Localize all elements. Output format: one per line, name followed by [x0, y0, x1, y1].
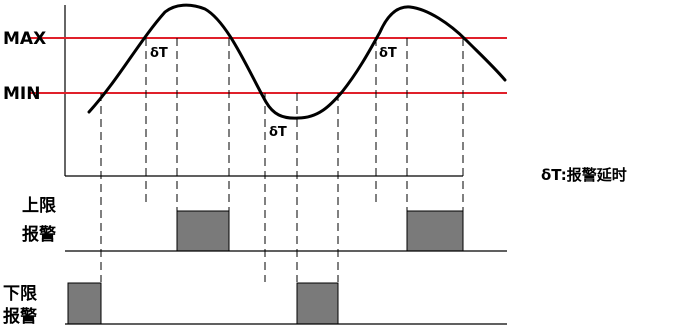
min-label: MIN — [3, 84, 40, 104]
upper-alarm-pulse-1 — [176, 210, 230, 252]
delay-marker-3: δT — [379, 46, 397, 61]
max-label: MAX — [3, 29, 46, 49]
delay-marker-2: δT — [269, 125, 287, 140]
upper-alarm-pulse-2 — [406, 210, 464, 252]
delay-legend: δT:报警延时 — [541, 166, 627, 184]
lower-alarm-label-line1: 下限 — [3, 284, 37, 304]
lower-alarm-pulse-2 — [296, 282, 339, 325]
lower-alarm-pulse-1 — [67, 282, 102, 325]
upper-alarm-label-line1: 上限 — [22, 196, 56, 216]
signal-waveform — [87, 3, 507, 120]
upper-alarm-label-line2: 报警 — [22, 224, 56, 245]
lower-alarm-label-line2: 报警 — [3, 306, 37, 327]
delay-marker-1: δT — [150, 46, 168, 61]
